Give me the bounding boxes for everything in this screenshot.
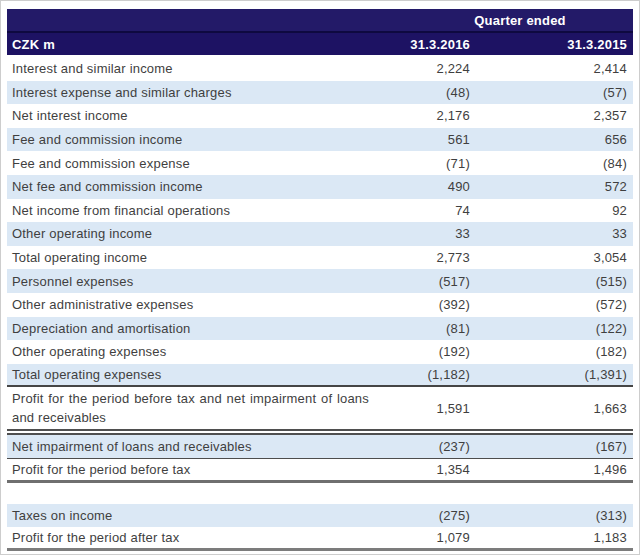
unit-label: CZK m bbox=[7, 37, 327, 52]
section-gap bbox=[7, 483, 633, 504]
row-label: Personnel expenses bbox=[7, 274, 327, 289]
row-value-2016: (192) bbox=[327, 344, 477, 359]
row-label: Profit for the period before tax and net… bbox=[7, 389, 373, 427]
row-value-2016: 2,773 bbox=[327, 250, 477, 265]
row-value-2016: 74 bbox=[327, 203, 477, 218]
header-row-quarter: Quarter ended bbox=[7, 9, 633, 33]
row-value-2015: 33 bbox=[477, 226, 633, 241]
table-row: Other operating expenses(192)(182) bbox=[7, 340, 633, 364]
row-label: Total operating income bbox=[7, 250, 327, 265]
row-value-2016: (48) bbox=[327, 85, 477, 100]
row-value-2016: (237) bbox=[327, 439, 477, 454]
row-label: Fee and commission expense bbox=[7, 156, 327, 171]
row-value-2015: 1,663 bbox=[477, 401, 633, 416]
row-label: Net impairment of loans and receivables bbox=[7, 439, 327, 454]
table-row: Net income from financial operations7492 bbox=[7, 199, 633, 223]
table-body: Interest and similar income2,2242,414Int… bbox=[7, 57, 633, 551]
row-value-2015: (84) bbox=[477, 156, 633, 171]
row-value-2015: 2,357 bbox=[477, 108, 633, 123]
row-value-2015: (182) bbox=[477, 344, 633, 359]
row-value-2016: (517) bbox=[327, 274, 477, 289]
row-value-2016: 33 bbox=[327, 226, 477, 241]
row-label: Interest expense and similar charges bbox=[7, 85, 327, 100]
row-value-2015: (313) bbox=[477, 508, 633, 523]
row-label: Profit for the period after tax bbox=[7, 530, 327, 545]
row-value-2015: 656 bbox=[477, 132, 633, 147]
row-value-2016: (71) bbox=[327, 156, 477, 171]
row-value-2016: 1,591 bbox=[373, 401, 477, 416]
row-value-2015: (57) bbox=[477, 85, 633, 100]
table-row: Total operating income2,7733,054 bbox=[7, 246, 633, 270]
table-row: Profit for the period before tax and net… bbox=[7, 387, 633, 429]
quarter-ended-label: Quarter ended bbox=[474, 13, 565, 28]
table-row: Taxes on income(275)(313) bbox=[7, 504, 633, 528]
row-value-2016: (275) bbox=[327, 508, 477, 523]
table-header: Quarter ended CZK m 31.3.2016 31.3.2015 bbox=[7, 9, 633, 55]
row-value-2015: 1,496 bbox=[477, 462, 633, 477]
table-row: Profit for the period after tax1,0791,18… bbox=[7, 527, 633, 551]
row-label: Other operating expenses bbox=[7, 344, 327, 359]
row-value-2015: (572) bbox=[477, 297, 633, 312]
row-label: Profit for the period before tax bbox=[7, 462, 327, 477]
row-value-2015: 2,414 bbox=[477, 61, 633, 76]
column-header-2015: 31.3.2015 bbox=[477, 37, 633, 52]
row-value-2016: 2,224 bbox=[327, 61, 477, 76]
row-value-2015: 1,183 bbox=[477, 530, 633, 545]
row-value-2016: (81) bbox=[327, 321, 477, 336]
row-value-2015: 3,054 bbox=[477, 250, 633, 265]
row-label: Net interest income bbox=[7, 108, 327, 123]
row-label: Fee and commission income bbox=[7, 132, 327, 147]
row-label: Total operating expenses bbox=[7, 367, 327, 382]
row-label: Interest and similar income bbox=[7, 61, 327, 76]
table-row: Profit for the period before tax1,3541,4… bbox=[7, 459, 633, 483]
table-row: Interest expense and similar charges(48)… bbox=[7, 81, 633, 105]
row-value-2016: 490 bbox=[327, 179, 477, 194]
row-label: Other operating income bbox=[7, 226, 327, 241]
row-value-2015: (167) bbox=[477, 439, 633, 454]
table-row: Net interest income2,1762,357 bbox=[7, 104, 633, 128]
table-row: Net fee and commission income490572 bbox=[7, 175, 633, 199]
row-value-2015: (515) bbox=[477, 274, 633, 289]
row-label: Net income from financial operations bbox=[7, 203, 327, 218]
table-row: Net impairment of loans and receivables(… bbox=[7, 435, 633, 459]
row-label: Depreciation and amortisation bbox=[7, 321, 327, 336]
row-value-2016: 1,079 bbox=[327, 530, 477, 545]
row-value-2016: 1,354 bbox=[327, 462, 477, 477]
header-row-columns: CZK m 31.3.2016 31.3.2015 bbox=[7, 33, 633, 55]
row-value-2016: (392) bbox=[327, 297, 477, 312]
table-row: Fee and commission income561656 bbox=[7, 128, 633, 152]
row-value-2016: 561 bbox=[327, 132, 477, 147]
row-value-2015: 92 bbox=[477, 203, 633, 218]
row-value-2016: (1,182) bbox=[327, 367, 477, 382]
table-row: Interest and similar income2,2242,414 bbox=[7, 57, 633, 81]
table-row: Personnel expenses(517)(515) bbox=[7, 269, 633, 293]
income-statement-table: Quarter ended CZK m 31.3.2016 31.3.2015 … bbox=[0, 0, 640, 555]
row-value-2015: (122) bbox=[477, 321, 633, 336]
table-row: Other operating income3333 bbox=[7, 222, 633, 246]
table-row: Other administrative expenses(392)(572) bbox=[7, 293, 633, 317]
table-row: Total operating expenses(1,182)(1,391) bbox=[7, 364, 633, 388]
row-value-2016: 2,176 bbox=[327, 108, 477, 123]
column-header-2016: 31.3.2016 bbox=[327, 37, 477, 52]
table-row: Depreciation and amortisation(81)(122) bbox=[7, 317, 633, 341]
table-row: Fee and commission expense(71)(84) bbox=[7, 151, 633, 175]
row-value-2015: (1,391) bbox=[477, 367, 633, 382]
row-value-2015: 572 bbox=[477, 179, 633, 194]
row-label: Other administrative expenses bbox=[7, 297, 327, 312]
row-label: Net fee and commission income bbox=[7, 179, 327, 194]
row-label: Taxes on income bbox=[7, 508, 327, 523]
